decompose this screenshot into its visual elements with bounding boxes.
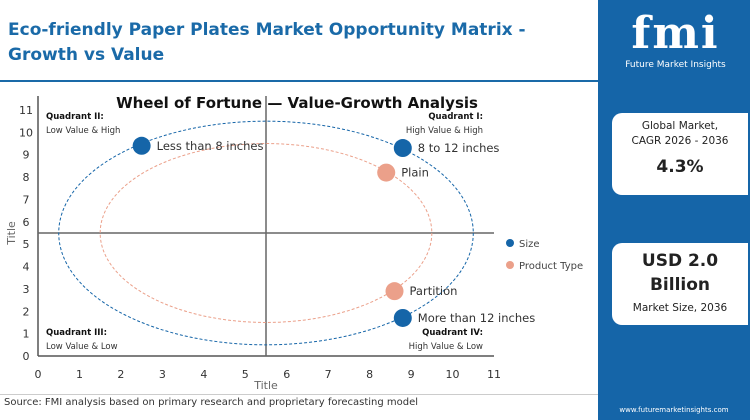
x-tick-label: 1 [76, 368, 83, 381]
data-label: Partition [410, 284, 458, 298]
data-point [385, 282, 404, 301]
y-tick-label: 1 [23, 328, 30, 341]
footer-divider [0, 394, 598, 395]
x-tick-label: 8 [366, 368, 373, 381]
quadrant-description: High Value & Low [409, 342, 483, 352]
market-size-card: USD 2.0 Billion Market Size, 2036 [612, 243, 748, 325]
data-point [377, 163, 396, 182]
y-tick-label: 10 [19, 126, 33, 139]
legend-marker [506, 239, 514, 247]
x-tick-label: 4 [200, 368, 207, 381]
y-tick-label: 6 [23, 216, 30, 229]
x-tick-label: 2 [117, 368, 124, 381]
series-ellipse [58, 120, 474, 346]
quadrant-description: Low Value & Low [46, 342, 118, 352]
x-axis-label: Title [253, 379, 278, 392]
y-tick-label: 7 [23, 193, 30, 206]
data-point [393, 139, 412, 158]
x-tick-label: 11 [487, 368, 501, 381]
data-point [393, 308, 412, 327]
x-tick-label: 0 [35, 368, 42, 381]
source-note: Source: FMI analysis based on primary re… [4, 397, 419, 408]
quadrant-description: High Value & High [406, 126, 483, 136]
x-tick-label: 9 [408, 368, 415, 381]
x-tick-label: 7 [325, 368, 332, 381]
y-tick-label: 3 [23, 283, 30, 296]
legend-label: Size [519, 239, 540, 250]
y-axis-label: Title [5, 221, 18, 246]
data-point [132, 136, 151, 155]
legend-marker [506, 261, 514, 269]
y-tick-label: 9 [23, 149, 30, 162]
x-tick-label: 10 [446, 368, 460, 381]
page-title: Eco-friendly Paper Plates Market Opportu… [8, 20, 526, 65]
y-tick-label: 11 [19, 104, 33, 117]
chart-title: Wheel of Fortune — Value-Growth Analysis [116, 94, 478, 112]
quadrant-title: Quadrant IV: [422, 328, 483, 338]
fmi-logo[interactable]: fmi Future Market Insights [625, 8, 726, 70]
data-label: 8 to 12 inches [418, 141, 500, 155]
quadrant-title: Quadrant I: [428, 112, 483, 122]
y-tick-label: 0 [23, 350, 30, 363]
y-tick-label: 8 [23, 171, 30, 184]
x-tick-label: 3 [159, 368, 166, 381]
series-ellipse [99, 143, 433, 323]
x-tick-label: 6 [283, 368, 290, 381]
quadrant-title: Quadrant III: [46, 328, 107, 338]
data-label: Less than 8 inches [157, 139, 264, 153]
website-link[interactable]: www.futuremarketinsights.com [619, 406, 729, 414]
cagr-value: 4.3% [656, 157, 704, 177]
x-tick-label: 5 [242, 368, 249, 381]
cagr-card: Global Market, CAGR 2026 - 2036 4.3% [612, 113, 748, 195]
y-tick-label: 4 [23, 261, 30, 274]
data-label: Plain [401, 166, 429, 180]
quadrant-title: Quadrant II: [46, 112, 104, 122]
data-label: More than 12 inches [418, 311, 535, 325]
quadrant-description: Low Value & High [46, 126, 120, 136]
y-tick-label: 5 [23, 238, 30, 251]
sidebar: fmi Future Market Insights Global Market… [598, 0, 750, 420]
y-tick-label: 2 [23, 305, 30, 318]
legend-label: Product Type [519, 261, 583, 272]
chart: Wheel of Fortune — Value-Growth Analysis… [5, 94, 583, 392]
header-divider [0, 80, 598, 82]
